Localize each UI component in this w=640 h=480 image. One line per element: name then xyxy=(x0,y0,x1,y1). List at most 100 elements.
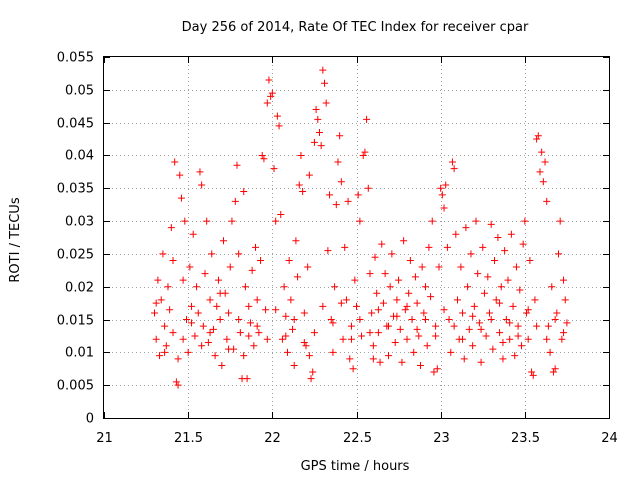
y-tick-label: 0.03 xyxy=(65,215,94,230)
data-point xyxy=(445,316,453,324)
data-point xyxy=(300,309,308,317)
data-point xyxy=(265,76,273,84)
data-point xyxy=(526,256,534,264)
data-point xyxy=(529,371,537,379)
data-point xyxy=(356,316,364,324)
data-point xyxy=(287,296,295,304)
data-point xyxy=(459,309,467,317)
data-point xyxy=(556,217,564,225)
data-point xyxy=(560,329,568,337)
data-point xyxy=(152,299,160,307)
data-point xyxy=(151,309,158,317)
data-point xyxy=(504,276,512,284)
data-point xyxy=(428,217,436,225)
data-point xyxy=(406,256,414,264)
data-point xyxy=(329,319,337,327)
data-point xyxy=(198,181,206,189)
data-point xyxy=(366,270,374,278)
data-point xyxy=(164,283,172,291)
data-point xyxy=(225,345,233,353)
data-point xyxy=(299,188,307,196)
data-point xyxy=(209,325,217,333)
data-point xyxy=(450,165,458,173)
data-point xyxy=(278,335,286,343)
data-point xyxy=(524,335,532,343)
data-point xyxy=(319,302,327,310)
data-point xyxy=(561,296,569,304)
data-point xyxy=(384,352,392,360)
data-point xyxy=(374,306,382,314)
data-point xyxy=(319,66,327,74)
data-point xyxy=(283,348,291,356)
data-point xyxy=(245,302,253,310)
data-point xyxy=(189,230,197,238)
data-point xyxy=(177,194,185,202)
data-point xyxy=(342,296,350,304)
data-point xyxy=(186,263,194,271)
data-point xyxy=(413,325,421,333)
data-point xyxy=(241,283,249,291)
data-point xyxy=(166,306,174,314)
data-point xyxy=(531,296,539,304)
data-point xyxy=(475,319,483,327)
data-point xyxy=(544,322,552,330)
data-point xyxy=(327,316,335,324)
data-point xyxy=(315,128,323,136)
data-point xyxy=(334,158,342,166)
data-point xyxy=(514,322,522,330)
data-point xyxy=(477,325,485,333)
data-point xyxy=(416,361,424,369)
data-point xyxy=(442,181,450,189)
data-point xyxy=(216,316,224,324)
data-point xyxy=(214,276,222,284)
data-point xyxy=(472,217,480,225)
data-point xyxy=(336,132,344,140)
data-point xyxy=(258,151,266,159)
data-point xyxy=(154,276,162,284)
grid-lines xyxy=(104,57,609,418)
data-point xyxy=(203,217,211,225)
data-point xyxy=(218,361,226,369)
data-point xyxy=(454,296,461,304)
data-point xyxy=(300,339,308,347)
data-point xyxy=(507,230,515,238)
data-point xyxy=(174,381,182,389)
data-point xyxy=(511,352,519,360)
axis-ticks: 21 21.5 22 22.5 23 23.5 24 0 0.005 0.01 0.015 0.02 0… xyxy=(57,51,618,447)
x-tick-label: 21 xyxy=(96,431,113,446)
data-point xyxy=(376,358,384,366)
data-point xyxy=(226,263,234,271)
data-point xyxy=(543,197,551,205)
data-point xyxy=(536,168,544,176)
y-tick-label: 0.015 xyxy=(57,314,94,329)
y-tick-label: 0.045 xyxy=(57,117,94,132)
data-point xyxy=(379,299,387,307)
data-point xyxy=(236,329,244,337)
data-point xyxy=(469,312,477,320)
data-point xyxy=(523,309,531,317)
data-point xyxy=(469,342,477,350)
data-point xyxy=(420,309,428,317)
data-point xyxy=(292,237,300,245)
data-point xyxy=(312,106,320,114)
data-point xyxy=(516,286,524,294)
data-point xyxy=(169,329,177,337)
data-point xyxy=(359,151,367,159)
data-point xyxy=(159,250,167,258)
data-point xyxy=(181,217,189,225)
data-point xyxy=(225,309,233,317)
data-point xyxy=(302,342,310,350)
data-point xyxy=(255,329,263,337)
data-point xyxy=(309,368,317,376)
data-point xyxy=(310,329,318,337)
data-point xyxy=(551,316,559,324)
data-point xyxy=(317,142,325,150)
data-point xyxy=(384,322,392,330)
y-tick-label: 0.035 xyxy=(57,182,94,197)
data-point xyxy=(422,283,430,291)
x-tick-label: 23.5 xyxy=(511,431,540,446)
data-point xyxy=(501,247,509,255)
data-point xyxy=(347,335,355,343)
data-point xyxy=(223,335,231,343)
